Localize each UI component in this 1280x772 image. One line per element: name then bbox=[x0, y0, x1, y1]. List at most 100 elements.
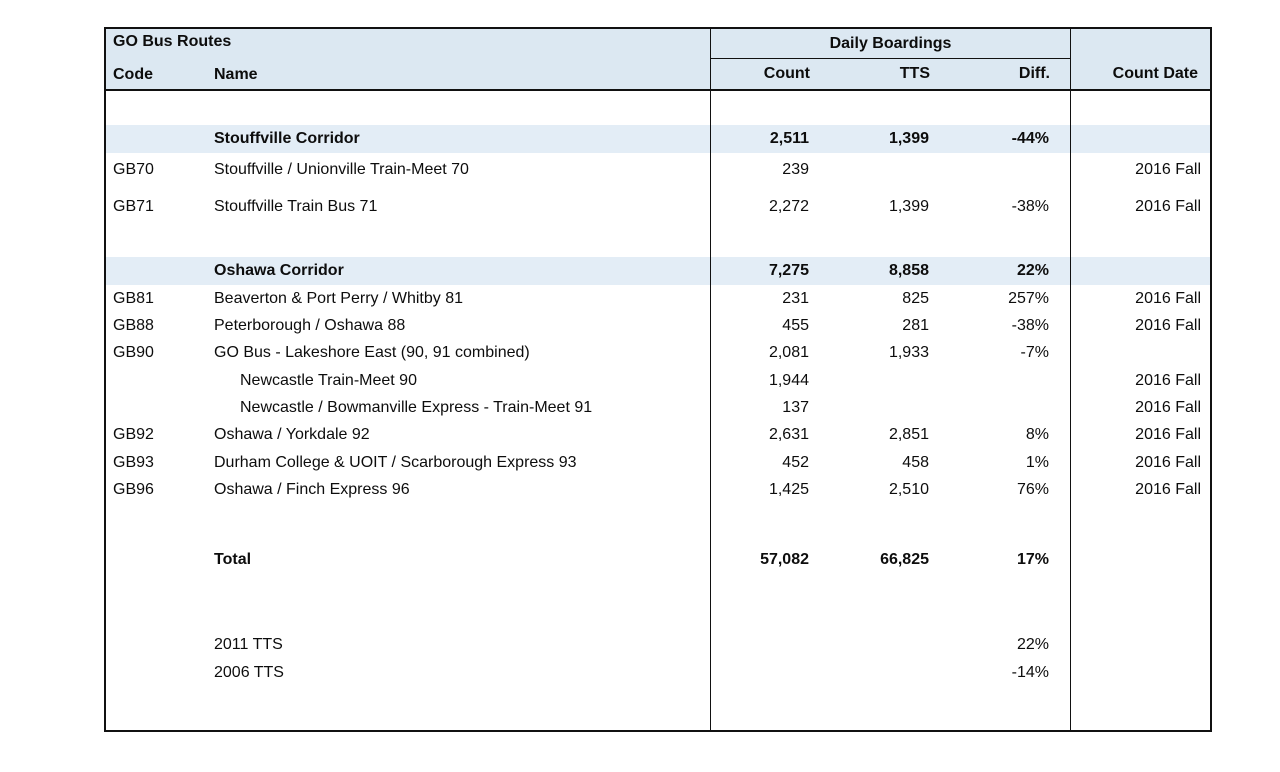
tts-cell: 8,858 bbox=[888, 262, 929, 279]
count-cell: 452 bbox=[710, 449, 830, 476]
code-cell: GB96 bbox=[113, 480, 154, 498]
tts-cell: 1,933 bbox=[888, 344, 929, 361]
table-row-total: Total 57,082 66,825 17% bbox=[106, 546, 1210, 574]
spacer-cell bbox=[710, 574, 830, 631]
name-cell: 2006 TTS bbox=[214, 664, 284, 681]
name-cell: 2011 TTS bbox=[214, 636, 283, 653]
column-header-count: Count bbox=[763, 65, 810, 82]
name-cell: Beaverton & Port Perry / Whitby 81 bbox=[214, 289, 463, 307]
count-cell: 2,631 bbox=[710, 421, 830, 449]
count-cell: 1,425 bbox=[710, 476, 830, 503]
count-date-cell: 2016 Fall bbox=[1070, 153, 1210, 187]
count-cell: 57,082 bbox=[710, 546, 830, 574]
count-cell: 2,511 bbox=[710, 125, 830, 153]
code-cell: GB92 bbox=[113, 426, 154, 443]
table-row-newcastle-90: Newcastle Train-Meet 90 1,944 2016 Fall bbox=[106, 367, 1210, 394]
name-cell: GO Bus - Lakeshore East (90, 91 combined… bbox=[214, 344, 530, 361]
count-date-cell: 2016 Fall bbox=[1070, 367, 1210, 394]
count-date-cell bbox=[1070, 631, 1210, 659]
count-date-cell bbox=[1070, 339, 1210, 367]
count-cell: 2,272 bbox=[710, 187, 830, 227]
spacer-row bbox=[106, 503, 1210, 546]
spacer-cell bbox=[1070, 91, 1210, 125]
name-cell: Stouffville / Unionville Train-Meet 70 bbox=[214, 161, 469, 178]
tts-cell: 2,510 bbox=[888, 480, 929, 498]
column-group-daily-boardings: Daily Boardings bbox=[711, 29, 1070, 59]
count-cell: 239 bbox=[710, 153, 830, 187]
spacer-row bbox=[106, 687, 1210, 730]
count-cell: 231 bbox=[710, 285, 830, 312]
diff-cell: 22% bbox=[1016, 262, 1049, 279]
table-row-gb96: GB96 Oshawa / Finch Express 96 1,425 2,5… bbox=[106, 476, 1210, 503]
table-title: GO Bus Routes bbox=[113, 33, 232, 50]
table-header: GO Bus Routes Code Name Daily Boardings … bbox=[106, 29, 1210, 91]
tts-cell: 1,399 bbox=[888, 130, 929, 147]
code-cell: GB81 bbox=[113, 289, 154, 307]
tts-cell: 281 bbox=[902, 316, 929, 334]
count-date-cell bbox=[1070, 257, 1210, 285]
count-cell bbox=[710, 659, 830, 687]
code-cell: GB90 bbox=[113, 344, 154, 361]
column-header-count-date: Count Date bbox=[1070, 29, 1210, 89]
name-cell: Total bbox=[214, 551, 252, 568]
code-cell: GB88 bbox=[113, 316, 154, 334]
diff-cell: -7% bbox=[1020, 344, 1049, 361]
column-header-diff: Diff. bbox=[1018, 65, 1050, 82]
spacer-cell bbox=[710, 91, 830, 125]
name-cell: Oshawa / Yorkdale 92 bbox=[214, 426, 370, 443]
spacer-cell bbox=[1070, 687, 1210, 730]
diff-cell: 22% bbox=[1016, 636, 1049, 653]
count-date-cell: 2016 Fall bbox=[1070, 285, 1210, 312]
count-cell: 455 bbox=[710, 312, 830, 339]
header-daily-boardings-section: Daily Boardings Count TTS Diff. bbox=[710, 29, 1070, 89]
spacer-row bbox=[106, 227, 1210, 257]
count-cell: 7,275 bbox=[710, 257, 830, 285]
count-date-cell: 2016 Fall bbox=[1070, 312, 1210, 339]
column-header-name: Name bbox=[214, 66, 258, 83]
column-header-code: Code bbox=[113, 66, 153, 83]
tts-cell: 825 bbox=[902, 289, 929, 307]
spacer-row bbox=[106, 574, 1210, 631]
diff-cell: 76% bbox=[1016, 480, 1049, 498]
name-cell: Newcastle Train-Meet 90 bbox=[240, 371, 417, 389]
spacer-cell bbox=[710, 503, 830, 546]
diff-cell: -14% bbox=[1011, 664, 1049, 681]
count-date-cell: 2016 Fall bbox=[1070, 476, 1210, 503]
tts-cell: 1,399 bbox=[888, 198, 929, 215]
count-date-cell: 2016 Fall bbox=[1070, 187, 1210, 227]
table-row-gb70: GB70 Stouffville / Unionville Train-Meet… bbox=[106, 153, 1210, 187]
name-cell: Peterborough / Oshawa 88 bbox=[214, 316, 406, 334]
diff-cell: 257% bbox=[1008, 289, 1049, 307]
code-cell: GB71 bbox=[113, 198, 154, 215]
count-date-cell bbox=[1070, 659, 1210, 687]
diff-cell: -38% bbox=[1011, 316, 1049, 334]
tts-cell: 458 bbox=[902, 453, 929, 471]
name-cell: Newcastle / Bowmanville Express - Train-… bbox=[240, 398, 593, 416]
table-row-newcastle-91: Newcastle / Bowmanville Express - Train-… bbox=[106, 394, 1210, 421]
header-left-section: GO Bus Routes Code Name bbox=[106, 29, 710, 89]
tts-cell: 66,825 bbox=[880, 551, 929, 568]
name-cell: Stouffville Train Bus 71 bbox=[214, 198, 378, 215]
table-row-gb90: GB90 GO Bus - Lakeshore East (90, 91 com… bbox=[106, 339, 1210, 367]
code-cell: GB70 bbox=[113, 161, 154, 178]
table-row-gb81: GB81 Beaverton & Port Perry / Whitby 81 … bbox=[106, 285, 1210, 312]
table-row-section-stouffville: Stouffville Corridor 2,511 1,399 -44% bbox=[106, 125, 1210, 153]
count-date-cell: 2016 Fall bbox=[1070, 421, 1210, 449]
tts-cell: 2,851 bbox=[888, 426, 929, 443]
spacer-cell bbox=[1070, 503, 1210, 546]
name-cell: Oshawa Corridor bbox=[214, 262, 344, 279]
spacer-cell bbox=[710, 687, 830, 730]
count-date-cell bbox=[1070, 546, 1210, 574]
count-date-cell bbox=[1070, 125, 1210, 153]
name-cell: Stouffville Corridor bbox=[214, 130, 360, 147]
spacer-cell bbox=[710, 227, 830, 257]
table-row-2011-tts: 2011 TTS 22% bbox=[106, 631, 1210, 659]
code-cell: GB93 bbox=[113, 453, 154, 471]
spacer-cell bbox=[1070, 227, 1210, 257]
diff-cell: 8% bbox=[1025, 426, 1049, 443]
go-bus-routes-table: GO Bus Routes Code Name Daily Boardings … bbox=[104, 27, 1212, 732]
table-row-gb71: GB71 Stouffville Train Bus 71 2,272 1,39… bbox=[106, 187, 1210, 227]
table-row-2006-tts: 2006 TTS -14% bbox=[106, 659, 1210, 687]
count-cell: 137 bbox=[710, 394, 830, 421]
diff-cell: -44% bbox=[1011, 130, 1049, 147]
